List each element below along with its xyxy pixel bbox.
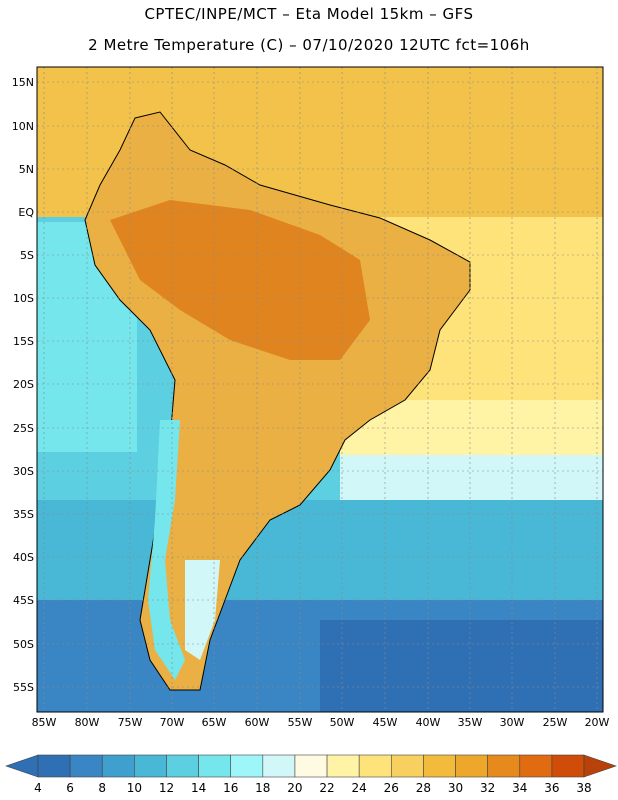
- colorbar-swatch: [423, 754, 456, 778]
- lon-label: 20W: [585, 716, 610, 729]
- colorbar-swatch: [69, 754, 103, 778]
- lon-label: 75W: [118, 716, 143, 729]
- lat-label: 55S: [13, 681, 34, 694]
- colorbar-label: 18: [255, 781, 270, 795]
- lon-label: 55W: [288, 716, 313, 729]
- colorbar-label: 8: [98, 781, 106, 795]
- colorbar-swatch: [198, 754, 232, 778]
- colorbar-swatch: [294, 754, 328, 778]
- lon-label: 70W: [160, 716, 185, 729]
- map-frame: [36, 66, 604, 713]
- lat-label: 30S: [13, 465, 34, 478]
- colorbar-arrow-low: [5, 754, 39, 778]
- colorbar-swatch: [487, 754, 521, 778]
- colorbar-label: 38: [576, 781, 591, 795]
- lon-label: 25W: [543, 716, 568, 729]
- lat-label: 10N: [12, 120, 34, 133]
- colorbar-swatch: [358, 754, 392, 778]
- lat-label: 45S: [13, 594, 34, 607]
- colorbar-labels: 4 6 8 10 12 14 16 18 20 22 24 26 28 30 32 34 36 38: [34, 781, 591, 795]
- colorbar-swatches: [5, 754, 617, 778]
- lat-label: 5S: [20, 249, 34, 262]
- temperature-map: 15N 10N 5N EQ 5S 10S 15S 20S 25S 30S 35S…: [12, 66, 610, 729]
- colorbar-label: 30: [448, 781, 463, 795]
- colorbar-label: 10: [127, 781, 142, 795]
- lon-label: 60W: [245, 716, 270, 729]
- lat-label: 15N: [12, 76, 34, 89]
- map-title: CPTEC/INPE/MCT – Eta Model 15km – GFS: [144, 5, 474, 23]
- colorbar-label: 12: [159, 781, 174, 795]
- lat-label: 35S: [13, 508, 34, 521]
- colorbar-swatch: [551, 754, 585, 778]
- lat-label: 15S: [13, 335, 34, 348]
- lon-label: 85W: [32, 716, 57, 729]
- lon-label: 40W: [416, 716, 441, 729]
- colorbar-label: 22: [319, 781, 334, 795]
- colorbar-label: 4: [34, 781, 42, 795]
- colorbar-label: 20: [287, 781, 302, 795]
- lon-label: 30W: [500, 716, 525, 729]
- colorbar-swatch: [326, 754, 360, 778]
- colorbar-swatch: [37, 754, 71, 778]
- lat-label: 20S: [13, 378, 34, 391]
- map-subtitle: 2 Metre Temperature (C) – 07/10/2020 12U…: [88, 36, 530, 54]
- lon-label: 45W: [373, 716, 398, 729]
- colorbar-label: 14: [191, 781, 206, 795]
- map-field: [37, 67, 603, 712]
- colorbar-swatch: [134, 754, 167, 778]
- colorbar-swatch: [262, 754, 296, 778]
- colorbar-label: 34: [512, 781, 527, 795]
- colorbar-arrow-high: [583, 754, 617, 778]
- lon-label: 35W: [458, 716, 483, 729]
- patagonia-zone: [185, 560, 220, 660]
- colorbar-label: 32: [480, 781, 495, 795]
- lat-label: 50S: [13, 638, 34, 651]
- colorbar-label: 26: [384, 781, 399, 795]
- lat-label: 5N: [19, 163, 34, 176]
- colorbar-swatch: [166, 754, 199, 778]
- lon-label: 65W: [202, 716, 227, 729]
- andes-cool-zone: [148, 420, 185, 680]
- colorbar-swatch: [519, 754, 553, 778]
- colorbar-swatch: [101, 754, 135, 778]
- colorbar-label: 36: [544, 781, 559, 795]
- colorbar-label: 16: [223, 781, 238, 795]
- colorbar-swatch: [455, 754, 488, 778]
- ocean-atlantic-cool: [340, 455, 603, 500]
- lon-label: 80W: [75, 716, 100, 729]
- lat-label: 40S: [13, 551, 34, 564]
- amazon-hot-zone: [110, 200, 370, 360]
- colorbar-swatch: [230, 754, 264, 778]
- lat-grid: [37, 81, 603, 688]
- lat-label: 10S: [13, 292, 34, 305]
- lat-label: 25S: [13, 422, 34, 435]
- colorbar: 4 6 8 10 12 14 16 18 20 22 24 26 28 30 32 34 36 38: [5, 754, 617, 795]
- colorbar-label: 6: [66, 781, 74, 795]
- colorbar-label: 28: [416, 781, 431, 795]
- ocean-polar: [320, 620, 603, 712]
- colorbar-label: 24: [352, 781, 367, 795]
- lon-label: 50W: [330, 716, 355, 729]
- colorbar-swatch: [390, 754, 424, 778]
- lat-label: EQ: [18, 206, 34, 219]
